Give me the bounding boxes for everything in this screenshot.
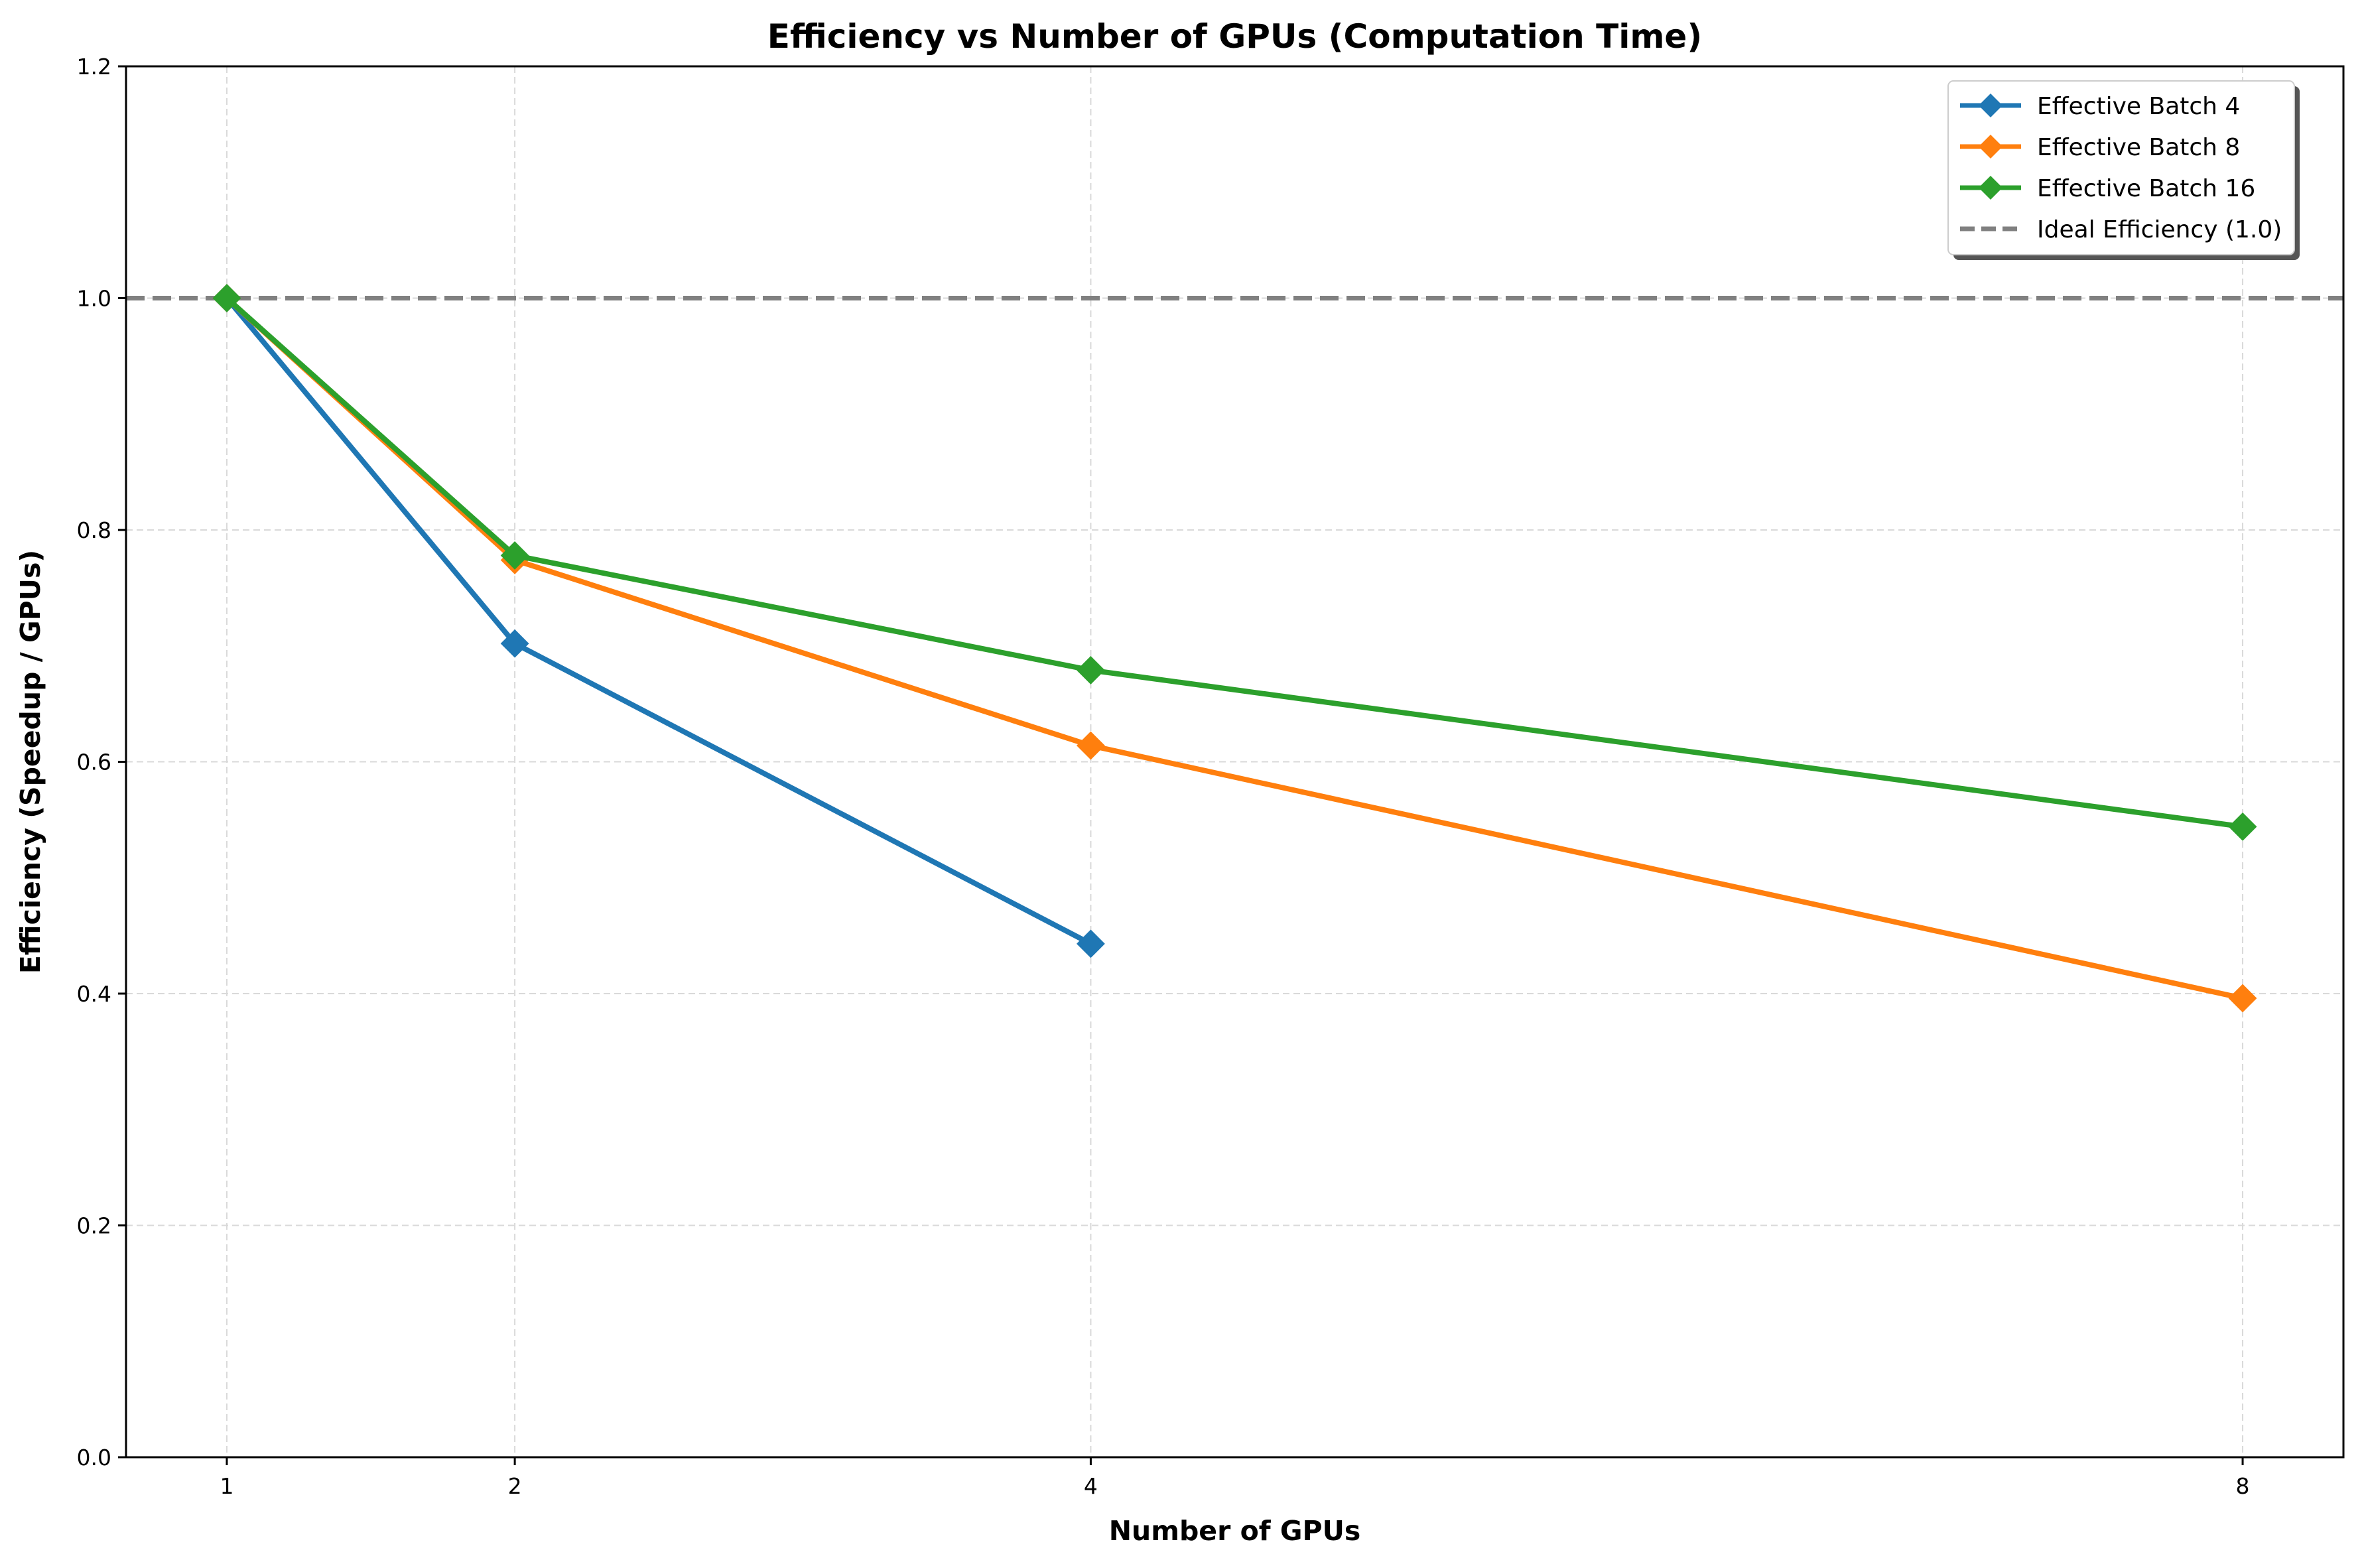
x-tick-label: 4: [1084, 1473, 1098, 1499]
y-tick-label: 0.2: [77, 1213, 111, 1239]
y-tick-label: 1.2: [77, 54, 111, 80]
tick-layer: 1 2 4 8 0.0 0.2 0.4 0.6 0.8 1.0 1.2: [77, 54, 2250, 1499]
y-tick-label: 0.0: [77, 1445, 111, 1470]
series-line: [224, 295, 2246, 830]
legend-label: Effective Batch 8: [2037, 134, 2240, 161]
y-tick-label: 0.8: [77, 517, 111, 543]
data-point-marker: [212, 284, 241, 312]
legend-label: Ideal Efficiency (1.0): [2037, 216, 2282, 243]
legend-label: Effective Batch 16: [2037, 175, 2255, 202]
y-tick-label: 0.4: [77, 981, 111, 1007]
legend-item-2: Effective Batch 8: [1960, 134, 2240, 161]
series-3: [212, 284, 2257, 841]
x-tick-label: 2: [508, 1473, 522, 1499]
data-point-marker: [1077, 929, 1105, 958]
legend-item-3: Effective Batch 16: [1960, 175, 2255, 202]
x-axis-label: Number of GPUs: [1109, 1515, 1361, 1547]
legend-item-4: Ideal Efficiency (1.0): [1960, 216, 2282, 243]
data-point-marker: [1077, 731, 1105, 760]
legend-swatch-marker: [1979, 94, 2003, 117]
legend-item-1: Effective Batch 4: [1960, 93, 2240, 120]
legend-swatch-marker: [1979, 176, 2003, 200]
series-layer: [212, 284, 2257, 1013]
legend-label: Effective Batch 4: [2037, 93, 2240, 120]
y-tick-label: 1.0: [77, 286, 111, 312]
data-point-marker: [2228, 812, 2257, 841]
data-point-marker: [2228, 984, 2257, 1013]
y-tick-label: 0.6: [77, 750, 111, 775]
x-tick-label: 8: [2236, 1473, 2250, 1499]
data-point-marker: [1077, 656, 1105, 685]
legend-box: [1947, 80, 2295, 255]
data-point-marker: [500, 629, 529, 658]
legend-swatch-marker: [1979, 135, 2003, 159]
x-tick-label: 1: [220, 1473, 233, 1499]
legend: Effective Batch 4 Effective Batch 8 Effect…: [1947, 80, 2300, 260]
chart-title: Efficiency vs Number of GPUs (Computatio…: [767, 17, 1702, 56]
y-axis-label: Efficiency (Speedup / GPUs): [15, 550, 46, 974]
data-point-marker: [500, 541, 529, 570]
